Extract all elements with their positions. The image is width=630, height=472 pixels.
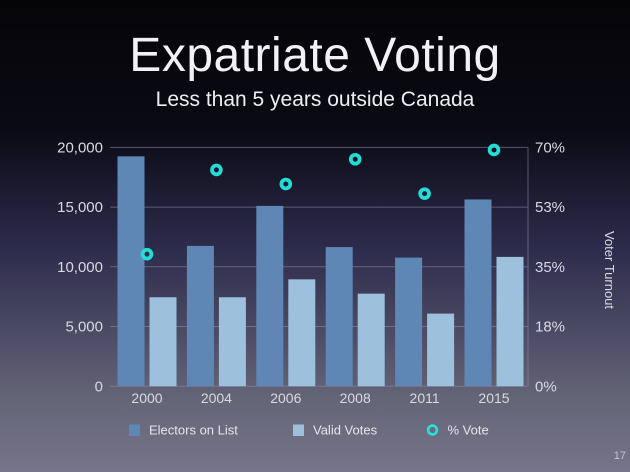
svg-text:15,000: 15,000 xyxy=(57,199,103,216)
svg-text:2004: 2004 xyxy=(201,390,232,406)
svg-text:Valid Votes: Valid Votes xyxy=(313,423,378,438)
svg-text:53%: 53% xyxy=(535,199,565,216)
svg-text:Voter Turnout: Voter Turnout xyxy=(602,231,617,309)
svg-text:10,000: 10,000 xyxy=(57,259,103,276)
svg-text:2006: 2006 xyxy=(270,390,301,406)
svg-text:2008: 2008 xyxy=(340,390,371,406)
svg-text:20,000: 20,000 xyxy=(57,140,103,157)
svg-text:70%: 70% xyxy=(535,140,565,157)
svg-text:Electors on List: Electors on List xyxy=(149,423,238,438)
svg-text:0%: 0% xyxy=(535,378,557,395)
svg-text:35%: 35% xyxy=(535,259,565,276)
svg-text:0: 0 xyxy=(95,378,103,395)
svg-text:% Vote: % Vote xyxy=(448,423,489,438)
svg-text:2011: 2011 xyxy=(410,390,440,406)
svg-text:18%: 18% xyxy=(535,319,565,336)
svg-text:5,000: 5,000 xyxy=(65,319,103,336)
svg-text:2015: 2015 xyxy=(478,390,509,406)
svg-text:2000: 2000 xyxy=(131,390,162,406)
